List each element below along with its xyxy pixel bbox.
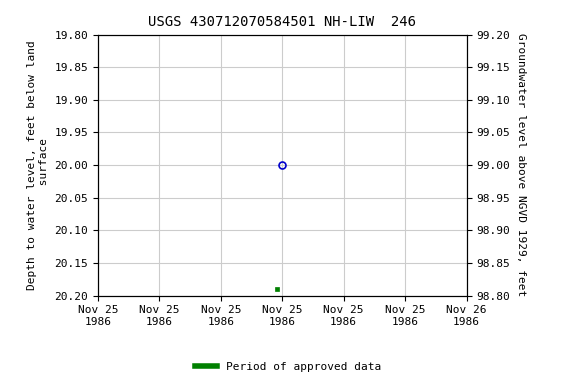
Y-axis label: Depth to water level, feet below land
 surface: Depth to water level, feet below land su… bbox=[27, 40, 49, 290]
Legend: Period of approved data: Period of approved data bbox=[191, 358, 385, 377]
Title: USGS 430712070584501 NH-LIW  246: USGS 430712070584501 NH-LIW 246 bbox=[148, 15, 416, 29]
Y-axis label: Groundwater level above NGVD 1929, feet: Groundwater level above NGVD 1929, feet bbox=[516, 33, 525, 297]
